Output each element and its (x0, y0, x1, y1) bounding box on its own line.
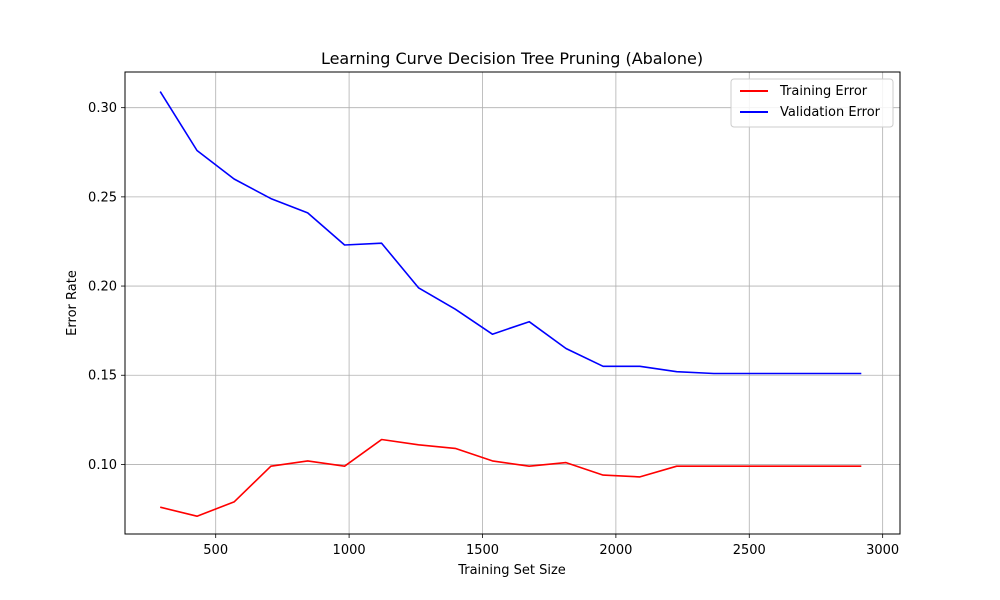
y-tick-label: 0.15 (88, 369, 117, 384)
series-line-validation-error (159, 91, 862, 375)
legend: Training Error Validation Error (730, 78, 894, 128)
y-axis-ticks: 0.10 0.15 0.20 0.25 0.30 (88, 101, 125, 473)
y-tick-label: 0.20 (88, 280, 117, 295)
legend-box (730, 78, 894, 128)
x-tick-label: 3000 (866, 543, 899, 558)
x-tick-label: 1000 (333, 543, 366, 558)
x-tick-label: 2500 (733, 543, 766, 558)
legend-label-training-error: Training Error (779, 84, 868, 99)
y-tick-label: 0.30 (88, 101, 117, 116)
x-tick-label: 2000 (599, 543, 632, 558)
plot-frame (124, 71, 901, 535)
x-axis-label: Training Set Size (457, 563, 566, 578)
y-tick-label: 0.25 (88, 190, 117, 205)
y-tick-label: 0.10 (88, 458, 117, 473)
series-line-training-error (160, 438, 862, 518)
x-tick-label: 500 (203, 543, 228, 558)
x-tick-label: 1500 (466, 543, 499, 558)
y-axis-label: Error Rate (65, 270, 80, 336)
chart-title: Learning Curve Decision Tree Pruning (Ab… (321, 49, 703, 68)
x-axis-ticks: 500 1000 1500 2000 2500 3000 (203, 534, 899, 558)
legend-label-validation-error: Validation Error (780, 105, 881, 120)
series-layer (159, 91, 862, 518)
